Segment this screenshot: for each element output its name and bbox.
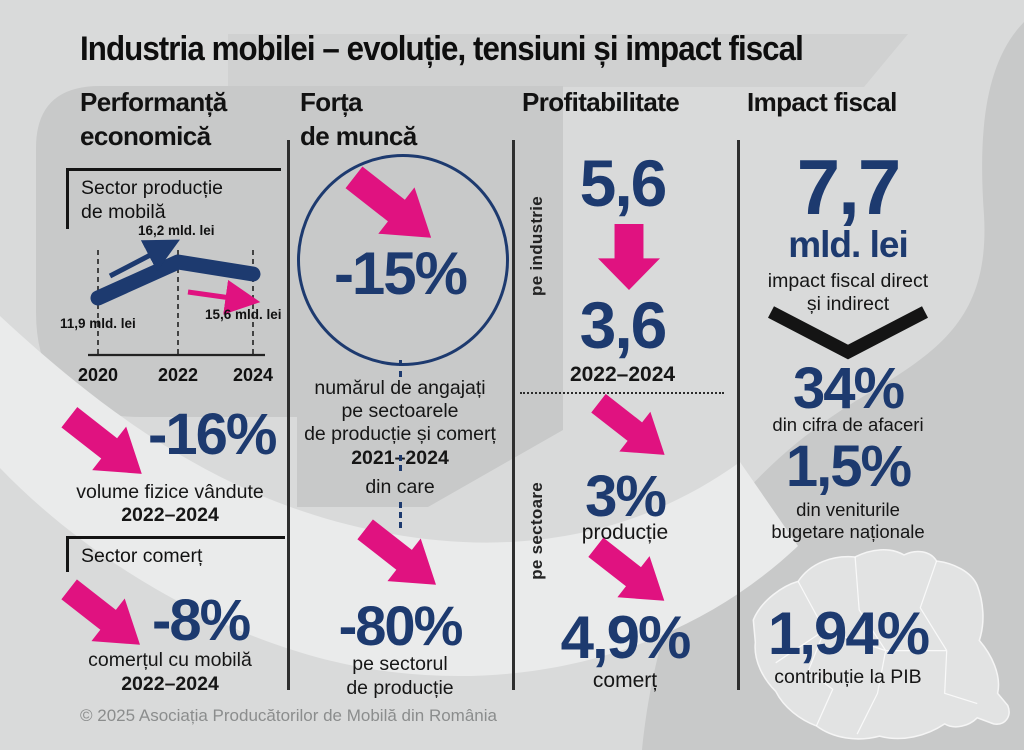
volumes-stat-label: volume fizice vândute	[76, 481, 264, 503]
production-sector-box: Sector producție de mobilă	[66, 168, 281, 229]
column-header-fiscal: Impact fiscal	[747, 87, 897, 117]
workforce-production-stat-label1: pe sectorul	[352, 653, 448, 675]
rise-arrow-icon	[108, 239, 180, 279]
down-arrow-icon	[48, 567, 157, 671]
commerce-profit-label: comerț	[592, 669, 658, 692]
workforce-connector-label: din care	[365, 476, 435, 498]
workforce-production-stat-label2: de producție	[346, 677, 454, 699]
workforce-desc-line1: numărul de angajați	[314, 377, 486, 399]
commerce-profit-value: 4,9%	[560, 604, 692, 671]
commerce-stat-label: comerțul cu mobilă	[88, 649, 252, 671]
down-arrow-icon	[576, 526, 681, 627]
fiscal-desc-line2: și indirect	[806, 293, 890, 315]
page-title: Industria mobilei – evoluție, tensiuni ș…	[80, 30, 804, 68]
divider-col2-col3	[512, 140, 515, 690]
divider-col3-col4	[737, 140, 740, 690]
fiscal-big-unit: mld. lei	[788, 224, 908, 265]
column-header-workforce: Forța de muncă	[300, 87, 417, 151]
footer-credit: © 2025 Asociația Producătorilor de Mobil…	[80, 706, 497, 725]
chart-year-2020: 2020	[77, 365, 119, 385]
dashed-connector	[399, 455, 402, 471]
column-header-profitability: Profitabilitate	[522, 87, 680, 117]
budget-stat-label1: din veniturile	[796, 499, 900, 520]
chart-value-2020: 11,9 mld. lei	[60, 316, 136, 331]
gdp-stat-label: contribuție la PIB	[774, 666, 922, 688]
fiscal-desc-line1: impact fiscal direct	[767, 270, 929, 292]
profitability-from-value: 5,6	[579, 146, 668, 220]
romania-map	[752, 549, 1010, 740]
commerce-stat-value: -8%	[152, 588, 251, 653]
down-arrow-icon	[579, 382, 681, 479]
dashed-connector	[399, 360, 402, 377]
down-arrow-icon	[48, 394, 159, 500]
profitability-to-value: 3,6	[579, 288, 668, 362]
volumes-stat-value: -16%	[148, 402, 277, 467]
production-revenue-line-chart	[88, 239, 265, 357]
down-arrow-icon	[344, 507, 453, 611]
column-header-performance: Performanță economică	[80, 87, 227, 151]
dashed-connector	[399, 502, 402, 528]
commerce-stat-period: 2022–2024	[121, 673, 219, 695]
fiscal-big-value: 7,7	[796, 143, 901, 231]
profitability-period: 2022–2024	[569, 363, 676, 386]
workforce-desc-line2: pe sectoarele	[341, 400, 459, 422]
volumes-stat-period: 2022–2024	[121, 504, 219, 526]
turnover-stat-label: din cifra de afaceri	[772, 414, 924, 435]
workforce-production-stat-value: -80%	[338, 594, 464, 657]
production-profit-value: 3%	[585, 464, 667, 529]
chart-value-2022: 16,2 mld. lei	[138, 223, 215, 238]
down-arrow-icon	[332, 153, 450, 266]
down-arrow-icon	[598, 224, 660, 295]
workforce-desc-line3: de producție și comerț	[304, 423, 496, 445]
chevron-down-icon	[768, 306, 928, 360]
commerce-sector-box: Sector comerț	[66, 536, 285, 573]
gdp-stat-value: 1,94%	[767, 600, 930, 667]
chart-value-2024: 15,6 mld. lei	[205, 307, 282, 322]
decline-arrow-icon	[187, 279, 261, 315]
dotted-divider	[520, 392, 724, 394]
chart-year-2024: 2024	[232, 365, 274, 385]
workforce-circle	[297, 154, 509, 366]
chart-year-2022: 2022	[157, 365, 199, 385]
turnover-stat-value: 34%	[792, 356, 905, 421]
budget-stat-label2: bugetare naționale	[771, 521, 925, 542]
divider-col1-col2	[287, 140, 290, 690]
budget-stat-value: 1,5%	[785, 434, 912, 499]
workforce-stat-value: -15%	[333, 240, 468, 307]
